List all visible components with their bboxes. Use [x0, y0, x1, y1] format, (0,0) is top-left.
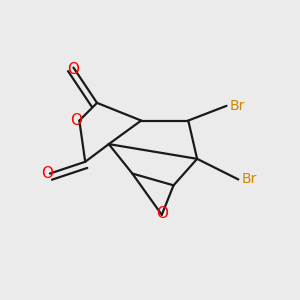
- Text: Br: Br: [230, 99, 245, 113]
- Text: O: O: [156, 206, 168, 221]
- Text: Br: Br: [241, 172, 257, 186]
- Text: O: O: [41, 166, 53, 181]
- Text: O: O: [68, 61, 80, 76]
- Text: O: O: [70, 113, 83, 128]
